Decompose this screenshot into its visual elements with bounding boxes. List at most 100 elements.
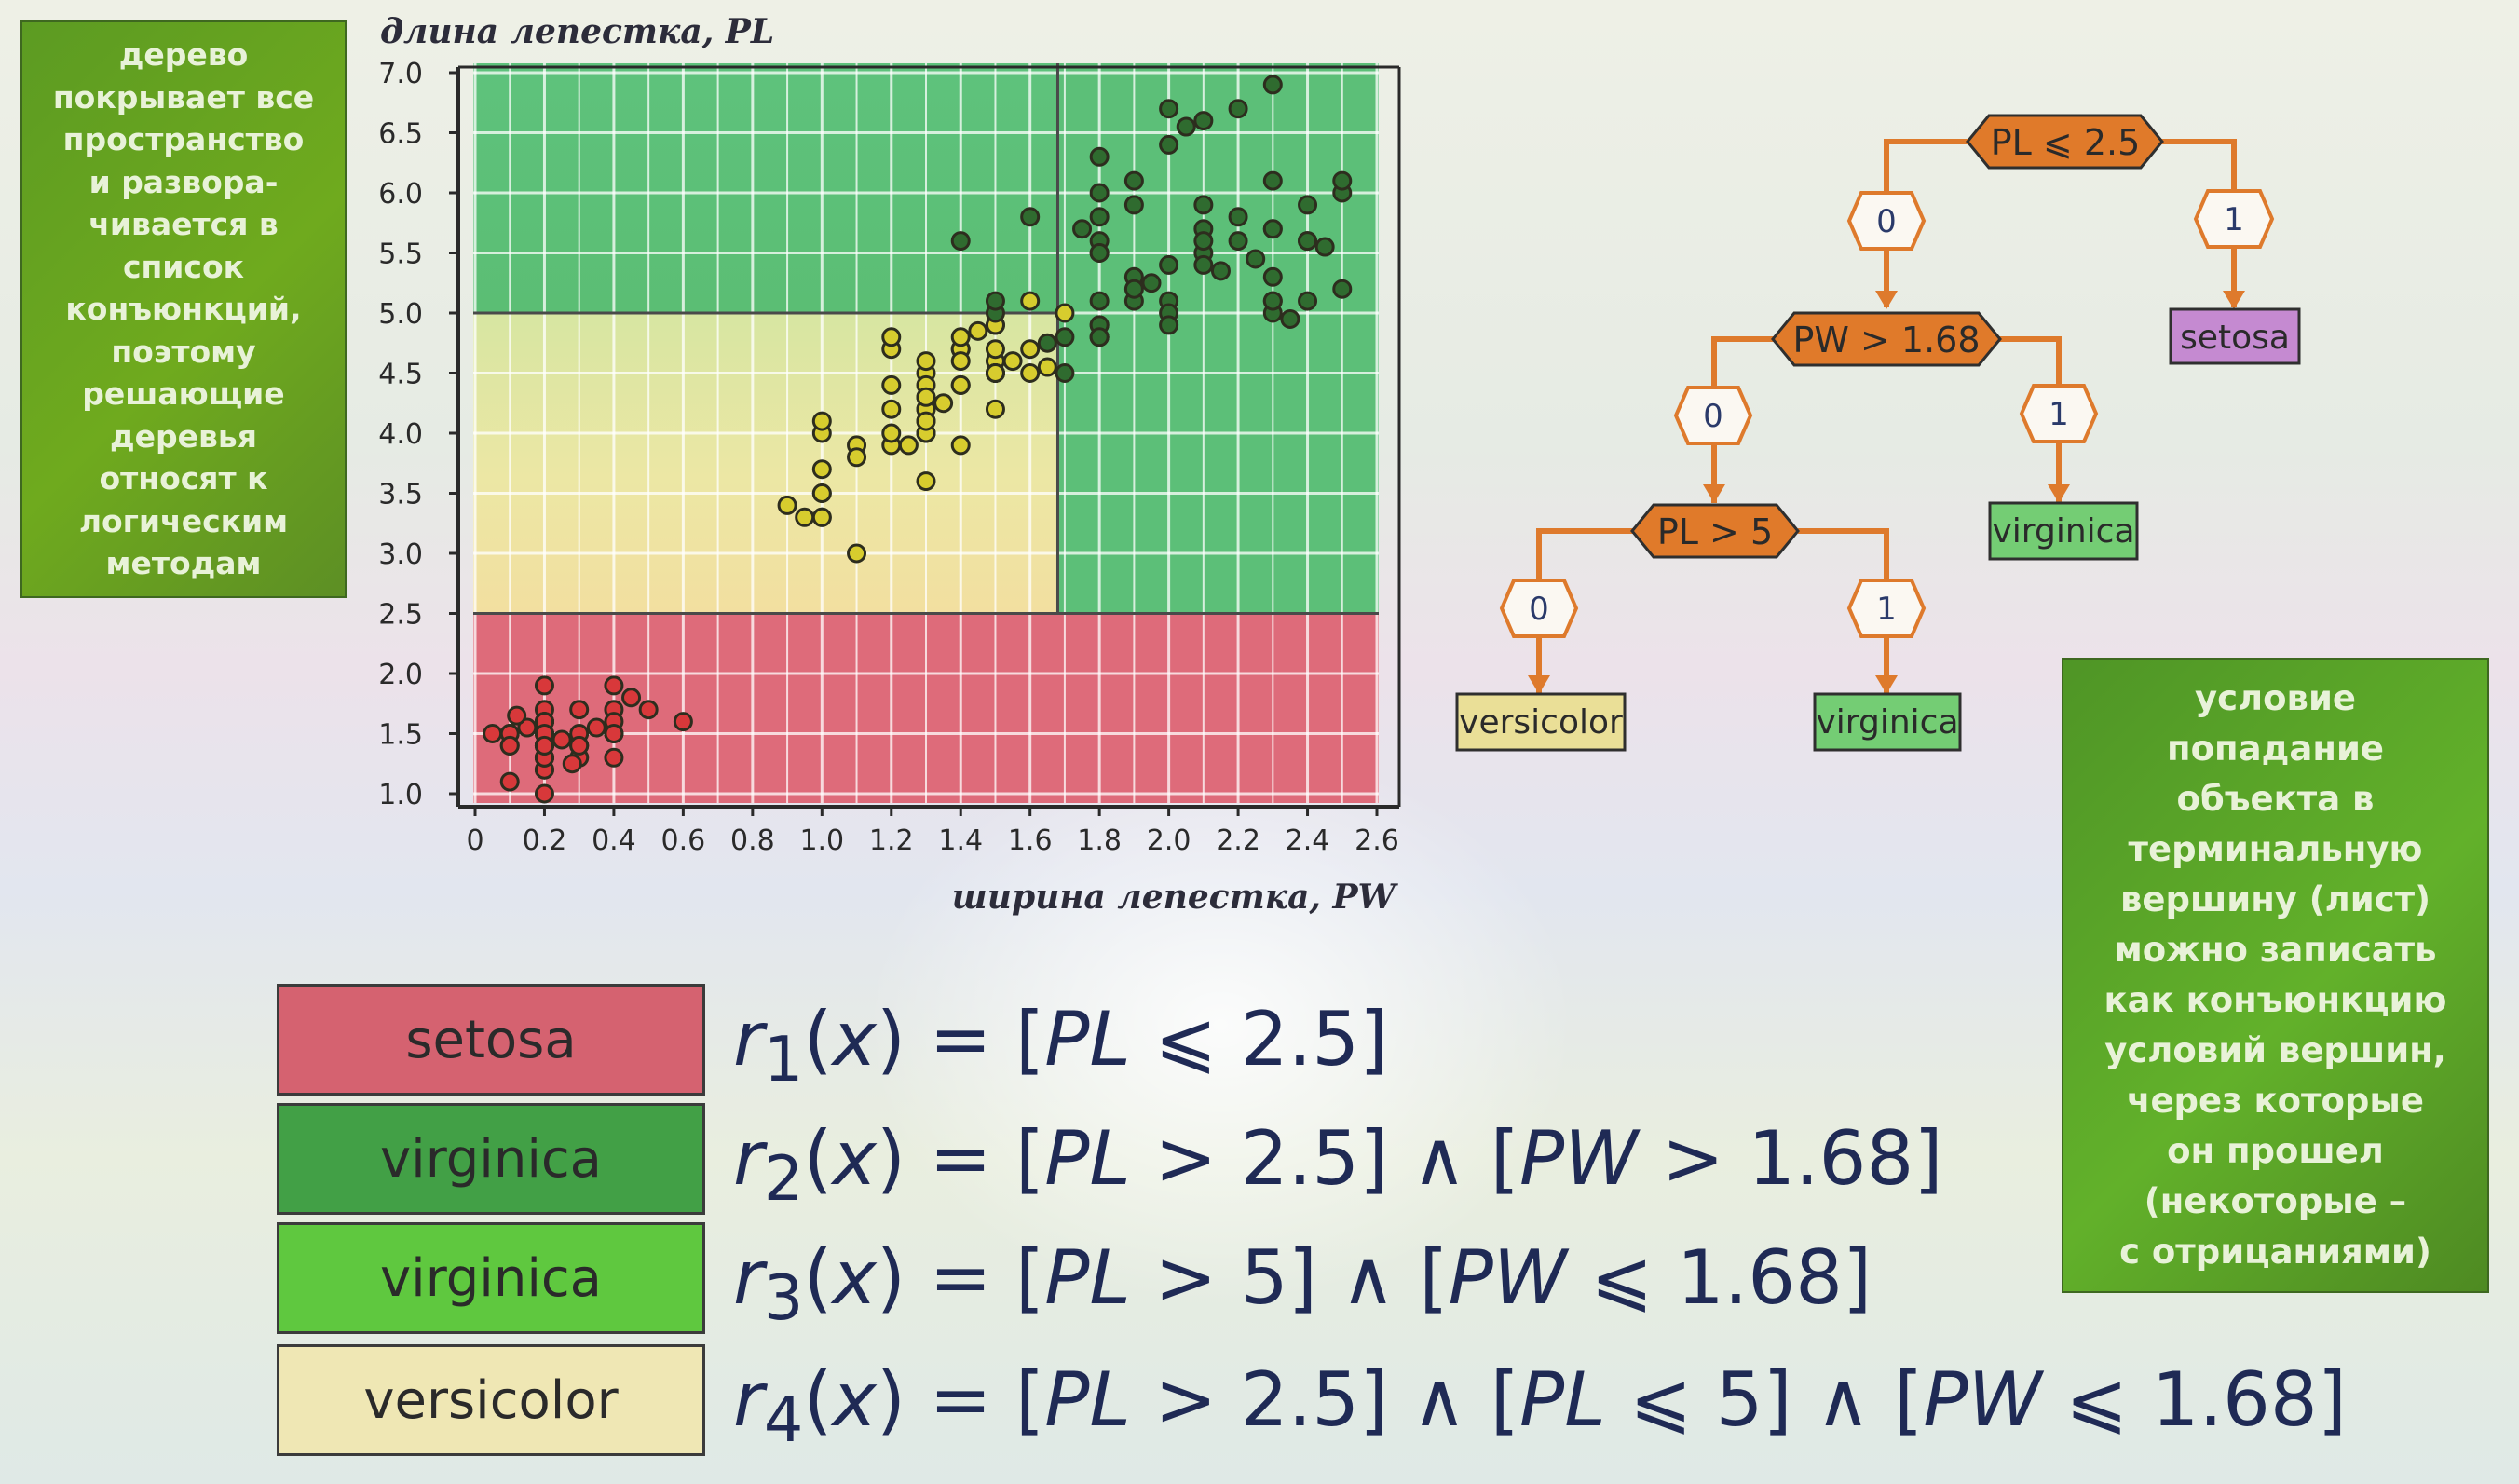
point-virginica-30	[1123, 170, 1144, 191]
point-versicolor-41	[950, 351, 971, 372]
y-tick-label: 7.0	[378, 58, 423, 90]
point-setosa-49	[534, 735, 554, 756]
svg-text:1: 1	[2224, 201, 2244, 238]
point-virginica-52	[1210, 261, 1231, 281]
y-tick-label: 3.5	[378, 479, 423, 511]
y-tick-label: 4.0	[378, 418, 423, 451]
y-tick-label: 1.5	[378, 719, 423, 752]
edge-root-right	[2159, 139, 2237, 307]
point-virginica-58	[1037, 333, 1057, 353]
point-virginica-14	[1298, 291, 1318, 311]
point-versicolor-33	[1020, 291, 1041, 311]
point-virginica-5	[1193, 111, 1214, 131]
point-versicolor-42	[881, 423, 902, 443]
edge-label-n3-1: 1	[1846, 579, 1927, 638]
y-tick-label: 6.0	[378, 178, 423, 211]
x-axis-label: ширина лепестка, PW	[952, 878, 1399, 917]
point-versicolor-29	[811, 483, 832, 503]
point-versicolor-35	[1020, 363, 1041, 383]
point-virginica-50	[1055, 327, 1075, 347]
rule-formula: r1(x) = [PL ⩽ 2.5]	[733, 996, 1389, 1096]
edge-n3-right	[1798, 528, 1889, 694]
y-tick-label: 5.0	[378, 298, 423, 331]
point-versicolor-51	[881, 327, 902, 347]
point-virginica-2	[1193, 195, 1214, 215]
region-virginica-pw	[1057, 63, 1379, 614]
rule-formula: r2(x) = [PL > 2.5] ∧ [PW > 1.68]	[733, 1115, 1943, 1215]
point-virginica-47	[1159, 254, 1179, 275]
tree-leaves: setosa virginica versicolor virginica	[1455, 307, 2301, 752]
point-virginica-43	[1262, 219, 1283, 239]
node-root-label: PL ⩽ 2.5	[1991, 122, 2141, 163]
node-pl5-label: PL > 5	[1657, 511, 1773, 552]
point-versicolor-26	[950, 327, 971, 347]
point-virginica-25	[1089, 183, 1110, 203]
x-tick-label: 0.6	[661, 824, 706, 857]
point-setosa-53	[483, 724, 503, 743]
edge-label-root-0: 0	[1846, 191, 1927, 251]
edge-label-n2-0: 0	[1673, 386, 1753, 445]
point-setosa-45	[569, 735, 590, 756]
point-setosa-56	[562, 754, 582, 774]
y-axis-label: длина лепестка, PL	[380, 12, 774, 51]
arrow-n2	[1875, 291, 1898, 309]
rule-class-label: virginica	[277, 1222, 705, 1334]
svg-text:0: 0	[1703, 398, 1723, 435]
x-tick-label: 0.4	[592, 824, 636, 857]
point-versicolor-14	[916, 471, 936, 492]
point-virginica-54	[1280, 308, 1300, 329]
point-setosa-50	[517, 717, 538, 738]
svg-text:1: 1	[1876, 591, 1897, 628]
point-versicolor-27	[1055, 303, 1075, 323]
arrow-versicolor	[1528, 675, 1550, 694]
point-setosa-44	[604, 675, 624, 696]
point-setosa-22	[534, 783, 554, 804]
x-tick-label: 0.2	[523, 824, 567, 857]
arrow-virginica-2	[1875, 675, 1898, 694]
point-virginica-33	[985, 291, 1005, 311]
point-virginica-46	[1123, 279, 1144, 299]
note-right: условие попадание объекта в терминальную…	[2062, 658, 2489, 1293]
svg-text:versicolor: versicolor	[1459, 703, 1623, 742]
point-virginica-22	[1159, 99, 1179, 119]
chart-ticks: 0 0.2 0.4 0.6 0.8 1.0 1.2 1.4 1.6 1.8 2.0 2.2 2.4 2.6…	[378, 58, 1399, 857]
note-right-text: условие попадание объекта в терминальную…	[2104, 678, 2447, 1272]
point-virginica-34	[950, 231, 971, 252]
point-setosa-54	[621, 688, 642, 708]
x-tick-label: 2.0	[1147, 824, 1191, 857]
point-virginica-35	[1262, 170, 1283, 191]
point-virginica-21	[1159, 315, 1179, 335]
point-virginica-56	[1176, 116, 1196, 137]
svg-text:1: 1	[2049, 396, 2069, 433]
y-tick-label: 4.5	[378, 359, 423, 391]
leaf-setosa: setosa	[2169, 307, 2301, 365]
node-pl5: PL > 5	[1630, 503, 1800, 559]
point-versicolor-47	[916, 387, 936, 407]
x-tick-label: 2.2	[1216, 824, 1260, 857]
point-setosa-18	[569, 700, 590, 720]
y-tick-label: 2.0	[378, 659, 423, 691]
point-virginica-59	[1246, 249, 1266, 269]
point-virginica-15	[1262, 266, 1283, 287]
point-setosa-13	[499, 771, 520, 792]
edge-n3-left	[1536, 528, 1635, 694]
point-setosa-31	[604, 724, 624, 743]
tree-edges	[1536, 139, 2237, 694]
svg-text:virginica: virginica	[1817, 703, 1959, 742]
point-versicolor-6	[1020, 339, 1041, 360]
x-tick-label: 0.8	[730, 824, 775, 857]
point-setosa-43	[673, 712, 693, 732]
edge-label-n2-1: 1	[2019, 384, 2099, 443]
leaf-virginica-2: virginica	[1813, 692, 1962, 752]
x-tick-label: 1.0	[799, 824, 844, 857]
point-versicolor-53	[1002, 351, 1023, 372]
leaf-virginica-1: virginica	[1988, 501, 2139, 561]
rule-formula: r3(x) = [PL > 5] ∧ [PW ⩽ 1.68]	[733, 1234, 1872, 1334]
point-virginica-32	[1228, 231, 1248, 252]
point-setosa-24	[534, 675, 554, 696]
x-tick-label: 0	[466, 824, 483, 857]
point-virginica-44	[1332, 279, 1353, 299]
point-setosa-16	[604, 747, 624, 768]
point-setosa-52	[586, 717, 606, 738]
point-versicolor-57	[898, 435, 919, 456]
